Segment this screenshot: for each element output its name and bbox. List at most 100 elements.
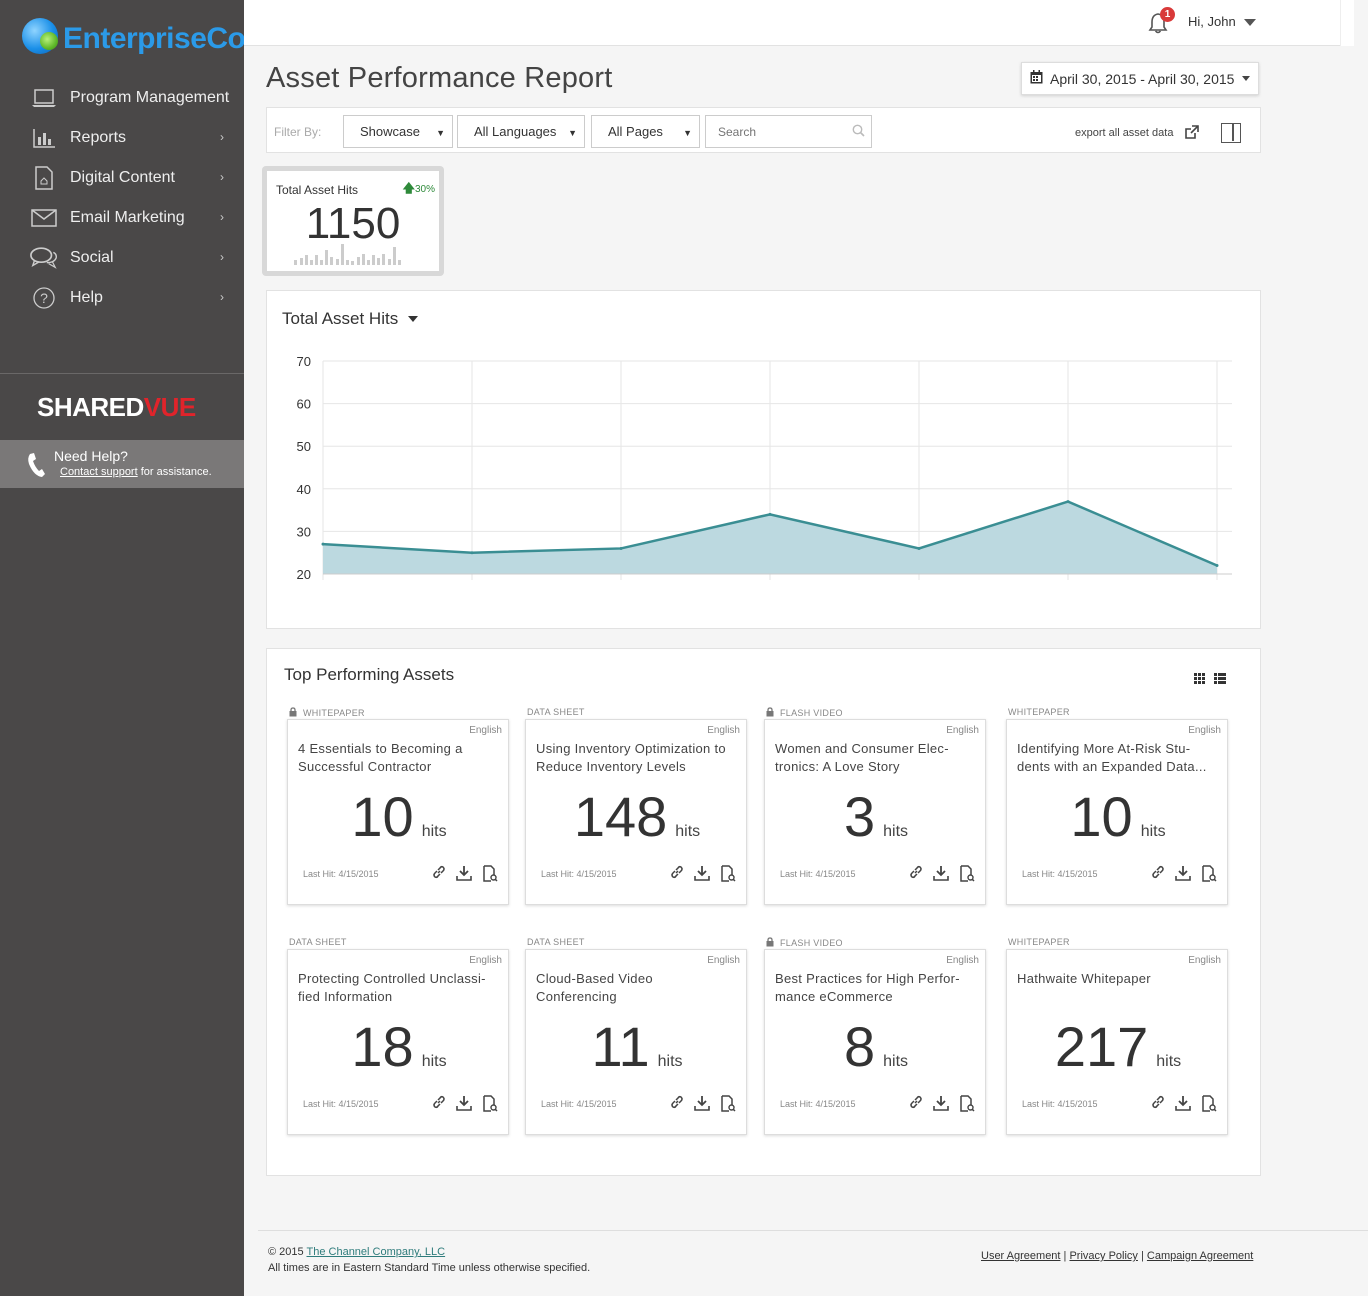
asset-card[interactable]: DATA SHEET English Cloud-Based Video Confe… — [525, 937, 747, 1137]
download-icon[interactable] — [456, 865, 472, 887]
asset-card[interactable]: WHITEPAPER English Identifying More At-Ris… — [1006, 707, 1228, 907]
download-icon[interactable] — [1175, 865, 1191, 887]
asset-name[interactable]: Using Inventory Optimization to Reduce I… — [536, 741, 726, 774]
enterpriseco-logo[interactable]: EnterpriseCo — [20, 14, 246, 64]
asset-card[interactable]: WHITEPAPER English Hathwaite Whitepaper 217… — [1006, 937, 1228, 1137]
asset-hits-count: 10 — [351, 785, 414, 848]
asset-card[interactable]: DATA SHEET English Protecting Controlled U… — [287, 937, 509, 1137]
chart-title[interactable]: Total Asset Hits — [282, 309, 399, 328]
asset-actions — [909, 1095, 975, 1117]
download-icon[interactable] — [456, 1095, 472, 1117]
download-icon[interactable] — [933, 865, 949, 887]
contact-support-link[interactable]: Contact support — [60, 466, 138, 478]
link-icon[interactable] — [670, 1095, 684, 1117]
asset-card-body[interactable]: English 4 Essentials to Becoming a Succes… — [287, 719, 509, 905]
list-view-icon[interactable] — [1214, 671, 1226, 689]
link-icon[interactable] — [1151, 865, 1165, 887]
asset-card-body[interactable]: English Protecting Controlled Unclassi-fi… — [287, 949, 509, 1135]
link-icon[interactable] — [909, 1095, 923, 1117]
link-icon[interactable] — [670, 865, 684, 887]
document-search-icon[interactable] — [1201, 1095, 1217, 1117]
asset-name[interactable]: Cloud-Based Video Conferencing — [536, 971, 653, 1004]
showcase-select[interactable]: Showcase ▼ — [343, 115, 453, 148]
document-icon — [30, 166, 58, 190]
download-icon[interactable] — [1175, 1095, 1191, 1117]
asset-card[interactable]: FLASH VIDEO English Best Practices for Hig… — [764, 937, 986, 1137]
scrollbar[interactable] — [1340, 0, 1354, 46]
sidebar-item-reports[interactable]: Reports › — [0, 118, 244, 158]
languages-select[interactable]: All Languages ▼ — [457, 115, 585, 148]
sidebar-item-email-marketing[interactable]: Email Marketing › — [0, 198, 244, 238]
asset-name[interactable]: 4 Essentials to Becoming a Successful Co… — [298, 741, 463, 774]
document-search-icon[interactable] — [959, 1095, 975, 1117]
download-icon[interactable] — [694, 1095, 710, 1117]
asset-last-hit: Last Hit: 4/15/2015 — [780, 869, 856, 879]
privacy-policy-link[interactable]: Privacy Policy — [1069, 1250, 1138, 1262]
link-icon[interactable] — [1151, 1095, 1165, 1117]
document-search-icon[interactable] — [720, 865, 736, 887]
asset-last-hit: Last Hit: 4/15/2015 — [780, 1099, 856, 1109]
sidebar-item-program-management[interactable]: Program Management — [0, 78, 244, 118]
asset-card-body[interactable]: English Women and Consumer Elec-tronics: … — [764, 719, 986, 905]
data-point — [321, 542, 325, 546]
document-search-icon[interactable] — [959, 865, 975, 887]
search-icon[interactable] — [852, 124, 865, 142]
asset-card[interactable]: FLASH VIDEO English Women and Consumer Ele… — [764, 707, 986, 907]
asset-hits-count: 18 — [351, 1015, 414, 1078]
date-range-button[interactable]: April 30, 2015 - April 30, 2015 — [1021, 62, 1259, 95]
sidebar-item-social[interactable]: Social › — [0, 238, 244, 278]
asset-type-label: WHITEPAPER — [1008, 707, 1070, 717]
user-menu-caret-icon[interactable] — [1244, 19, 1256, 26]
caret-down-icon[interactable] — [408, 316, 418, 322]
sidebar-item-help[interactable]: ? Help › — [0, 278, 244, 318]
document-search-icon[interactable] — [1201, 865, 1217, 887]
sidebar-item-label: Reports — [70, 129, 127, 146]
kpi-card-total-asset-hits[interactable]: Total Asset Hits 🡅30% 1150 — [262, 166, 444, 276]
asset-hits: 10 hits — [1007, 784, 1229, 849]
asset-language: English — [1188, 725, 1221, 736]
sidebar-item-digital-content[interactable]: Digital Content › — [0, 158, 244, 198]
grid-view-icon[interactable] — [1194, 671, 1205, 689]
asset-card-body[interactable]: English Cloud-Based Video Conferencing 11 h… — [525, 949, 747, 1135]
document-search-icon[interactable] — [482, 865, 498, 887]
split-panel-icon[interactable] — [1221, 123, 1241, 143]
asset-card-body[interactable]: English Best Practices for High Perfor-ma… — [764, 949, 986, 1135]
user-agreement-link[interactable]: User Agreement — [981, 1250, 1061, 1262]
user-greeting[interactable]: Hi, John — [1188, 14, 1236, 29]
asset-name[interactable]: Identifying More At-Risk Stu-dents with … — [1017, 741, 1207, 774]
asset-card-body[interactable]: English Using Inventory Optimization to R… — [525, 719, 747, 905]
asset-name[interactable]: Hathwaite Whitepaper — [1017, 971, 1151, 986]
asset-last-hit: Last Hit: 4/15/2015 — [1022, 1099, 1098, 1109]
asset-name[interactable]: Protecting Controlled Unclassi-fied Info… — [298, 971, 486, 1004]
asset-card[interactable]: DATA SHEET English Using Inventory Optimiz… — [525, 707, 747, 907]
asset-name[interactable]: Best Practices for High Perfor-mance eCo… — [775, 971, 960, 1004]
download-icon[interactable] — [694, 865, 710, 887]
asset-card-body[interactable]: English Hathwaite Whitepaper 217 hits Last H… — [1006, 949, 1228, 1135]
pages-select[interactable]: All Pages ▼ — [591, 115, 700, 148]
chevron-right-icon: › — [220, 250, 224, 264]
campaign-agreement-link[interactable]: Campaign Agreement — [1146, 1250, 1254, 1262]
asset-card[interactable]: WHITEPAPER English 4 Essentials to Becomin… — [287, 707, 509, 907]
company-link[interactable]: The Channel Company, LLC — [306, 1246, 446, 1258]
link-icon[interactable] — [432, 1095, 446, 1117]
asset-card-body[interactable]: English Identifying More At-Risk Stu-dent… — [1006, 719, 1228, 905]
asset-language: English — [469, 955, 502, 966]
asset-type-label: FLASH VIDEO — [766, 707, 843, 719]
external-link-icon[interactable] — [1184, 125, 1199, 145]
asset-name[interactable]: Women and Consumer Elec-tronics: A Love … — [775, 741, 949, 774]
search-input[interactable] — [705, 115, 872, 148]
download-icon[interactable] — [933, 1095, 949, 1117]
sidebar-item-label: Email Marketing — [70, 209, 185, 226]
arrow-up-icon: 🡅 — [402, 181, 415, 195]
y-tick-label: 70 — [297, 354, 311, 369]
link-icon[interactable] — [432, 865, 446, 887]
sidebar-item-label: Help — [70, 289, 103, 306]
document-search-icon[interactable] — [720, 1095, 736, 1117]
footer-divider — [258, 1230, 1368, 1231]
document-search-icon[interactable] — [482, 1095, 498, 1117]
asset-hits-count: 11 — [591, 1015, 650, 1078]
export-all-link[interactable]: export all asset data — [1075, 127, 1174, 139]
link-icon[interactable] — [909, 865, 923, 887]
question-circle-icon: ? — [30, 286, 58, 310]
asset-hits-label: hits — [675, 823, 701, 840]
